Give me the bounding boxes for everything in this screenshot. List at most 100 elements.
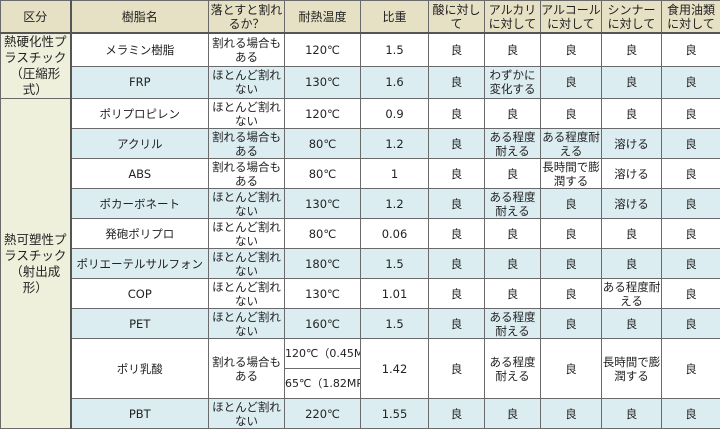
cell-alkali: 良 (485, 249, 541, 279)
cell-alkali: 良 (485, 279, 541, 309)
cell-thinner: 溶ける (602, 129, 662, 159)
cell-sg: 1.42 (361, 339, 429, 399)
cell-drop: ほとんど割れない (209, 249, 285, 279)
cell-sg: 1.01 (361, 279, 429, 309)
cell-heat: 130℃ (285, 66, 361, 98)
cell-acid: 良 (429, 279, 485, 309)
cell-acid: 良 (429, 159, 485, 189)
cell-alcohol: 良 (541, 399, 602, 429)
cell-name: ポリ乳酸 (71, 339, 209, 399)
column-header: 食用油類に対して (662, 1, 720, 34)
cell-heat: 180℃ (285, 249, 361, 279)
cell-heat: 120℃ (285, 33, 361, 66)
cell-thinner: 良 (602, 219, 662, 249)
cell-acid: 良 (429, 66, 485, 98)
category-cell: 熱硬化性プラスチック（圧縮形式） (1, 33, 71, 99)
cell-sg: 1 (361, 159, 429, 189)
cell-oil: 良 (662, 399, 720, 429)
cell-sg: 0.9 (361, 99, 429, 129)
cell-heat: 80℃ (285, 219, 361, 249)
cell-drop: ほとんど割れない (209, 309, 285, 339)
category-cell: 熱可塑性プラスチック（射出成形） (1, 99, 71, 429)
cell-thinner: 長時間で膨潤する (602, 339, 662, 399)
cell-acid: 良 (429, 309, 485, 339)
cell-alkali: ある程度耐える (485, 309, 541, 339)
cell-acid: 良 (429, 339, 485, 399)
cell-drop: 割れる場合もある (209, 159, 285, 189)
cell-sg: 1.5 (361, 33, 429, 66)
cell-thinner: 溶ける (602, 189, 662, 219)
cell-drop: ほとんど割れない (209, 279, 285, 309)
cell-drop: ほとんど割れない (209, 189, 285, 219)
cell-alcohol: 良 (541, 99, 602, 129)
cell-sg: 1.6 (361, 66, 429, 98)
cell-thinner: ある程度耐える (602, 279, 662, 309)
cell-name: PBT (71, 399, 209, 429)
cell-heat: 80℃ (285, 159, 361, 189)
cell-alkali: 良 (485, 99, 541, 129)
column-header: シンナーに対して (602, 1, 662, 34)
column-header: 区分 (1, 1, 71, 34)
cell-drop: ほとんど割れない (209, 399, 285, 429)
cell-alcohol: 良 (541, 66, 602, 98)
cell-name: FRP (71, 66, 209, 98)
cell-alcohol: 良 (541, 279, 602, 309)
cell-sg: 1.2 (361, 129, 429, 159)
cell-name: ABS (71, 159, 209, 189)
cell-alcohol: 良 (541, 309, 602, 339)
cell-heat: 120℃ (285, 99, 361, 129)
cell-oil: 良 (662, 159, 720, 189)
cell-sg: 1.55 (361, 399, 429, 429)
cell-alkali: ある程度耐える (485, 189, 541, 219)
cell-thinner: 良 (602, 309, 662, 339)
cell-acid: 良 (429, 189, 485, 219)
cell-name: ポリエーテルサルフォン (71, 249, 209, 279)
cell-name: PET (71, 309, 209, 339)
column-header: 酸に対して (429, 1, 485, 34)
cell-alcohol: 良 (541, 33, 602, 66)
cell-sg: 1.5 (361, 309, 429, 339)
cell-alcohol: 長時間で膨潤する (541, 159, 602, 189)
cell-oil: 良 (662, 249, 720, 279)
cell-name: ポリプロピレン (71, 99, 209, 129)
cell-oil: 良 (662, 129, 720, 159)
cell-sg: 1.5 (361, 249, 429, 279)
cell-alkali: 良 (485, 219, 541, 249)
column-header: 樹脂名 (71, 1, 209, 34)
cell-heat: 220℃ (285, 399, 361, 429)
cell-oil: 良 (662, 339, 720, 399)
cell-name: COP (71, 279, 209, 309)
cell-heat: 160℃ (285, 309, 361, 339)
column-header: 比重 (361, 1, 429, 34)
cell-thinner: 良 (602, 399, 662, 429)
cell-heat: 80℃ (285, 129, 361, 159)
cell-alcohol: 良 (541, 219, 602, 249)
cell-alkali: 良 (485, 159, 541, 189)
cell-sg: 0.06 (361, 219, 429, 249)
cell-oil: 良 (662, 309, 720, 339)
cell-name: アクリル (71, 129, 209, 159)
cell-alkali: わずかに変化する (485, 66, 541, 98)
cell-drop: ほとんど割れない (209, 66, 285, 98)
column-header: アルコールに対して (541, 1, 602, 34)
cell-name: 発砲ポリプロ (71, 219, 209, 249)
cell-thinner: 良 (602, 66, 662, 98)
cell-thinner: 溶ける (602, 159, 662, 189)
cell-thinner: 良 (602, 99, 662, 129)
cell-name: ポカーボネート (71, 189, 209, 219)
cell-drop: 割れる場合もある (209, 339, 285, 399)
column-header: アルカリに対して (485, 1, 541, 34)
cell-oil: 良 (662, 33, 720, 66)
cell-heat: 130℃ (285, 279, 361, 309)
column-header: 耐熱温度 (285, 1, 361, 34)
cell-acid: 良 (429, 33, 485, 66)
cell-thinner: 良 (602, 249, 662, 279)
